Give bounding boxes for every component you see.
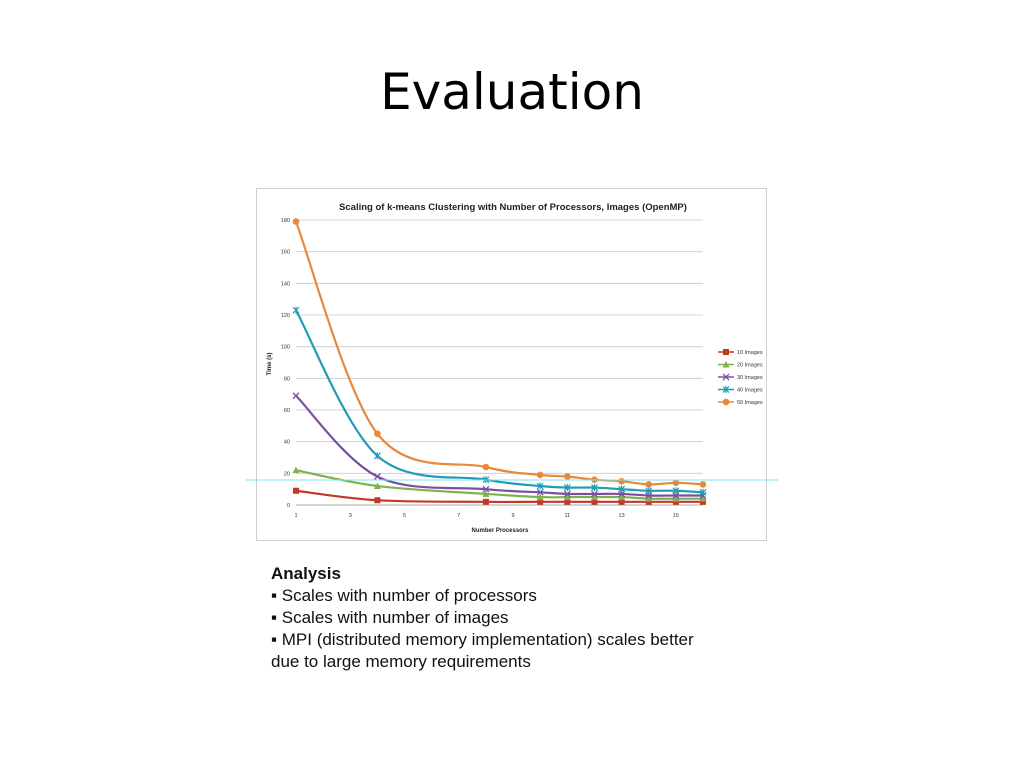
data-point — [591, 484, 598, 492]
x-tick-label: 1 — [294, 513, 297, 519]
series-line — [295, 489, 703, 504]
data-point — [672, 495, 680, 502]
y-tick-label: 180 — [281, 218, 290, 224]
series-line — [295, 309, 704, 494]
data-point — [537, 498, 544, 505]
data-point — [482, 485, 490, 493]
x-tick-label: 7 — [457, 513, 460, 519]
analysis-heading: Analysis — [271, 564, 341, 583]
data-point — [700, 498, 706, 505]
data-point — [722, 398, 730, 406]
y-axis-label: Time (s) — [267, 353, 273, 376]
data-point — [645, 498, 652, 505]
y-tick-label: 100 — [281, 345, 290, 351]
data-point — [292, 218, 300, 225]
chart-title: Scaling of k-means Clustering with Numbe… — [339, 202, 687, 213]
data-point — [373, 482, 381, 489]
analysis-line: ▪ Scales with number of images — [271, 608, 509, 627]
data-point — [645, 495, 653, 502]
data-point — [699, 481, 707, 488]
y-tick-label: 160 — [281, 250, 290, 256]
x-tick-label: 3 — [349, 513, 352, 519]
data-point — [563, 493, 571, 501]
data-point — [374, 430, 381, 438]
y-tick-label: 40 — [284, 440, 290, 446]
x-tick-label: 13 — [619, 513, 625, 519]
analysis-box: Analysis ▪ Scales with number of process… — [271, 563, 791, 673]
data-point — [591, 498, 598, 505]
legend-label: 20 Images — [737, 363, 763, 369]
data-point — [293, 487, 299, 494]
data-point — [536, 471, 544, 479]
slide-title: Evaluation — [380, 63, 644, 121]
data-point — [699, 495, 707, 502]
data-point — [618, 477, 625, 485]
data-point — [645, 481, 653, 488]
data-point — [536, 482, 544, 490]
data-point — [591, 490, 598, 498]
legend: 10 Images 20 Images 30 Images 40 Images 50 I… — [718, 349, 763, 406]
chart-frame: Scaling of k-means Clustering with Numbe… — [256, 188, 767, 541]
data-point — [590, 493, 598, 501]
data-point — [564, 473, 571, 480]
chart: Scaling of k-means Clustering with Numbe… — [267, 202, 763, 534]
data-point — [373, 452, 381, 460]
y-tick-label: 0 — [287, 503, 290, 509]
legend-label: 50 Images — [737, 400, 763, 406]
y-tick-label: 120 — [281, 313, 290, 319]
data-point — [723, 349, 729, 355]
y-tick-label: 20 — [284, 471, 290, 477]
x-axis-label: Number Processors — [471, 528, 529, 534]
series-lines — [292, 218, 707, 505]
data-point — [564, 498, 571, 505]
x-tick-label: 11 — [564, 513, 570, 519]
data-point — [722, 386, 730, 393]
data-point — [482, 498, 489, 505]
data-point — [672, 498, 679, 505]
data-point — [618, 498, 625, 505]
data-point — [618, 485, 626, 493]
data-point — [292, 306, 300, 314]
data-point — [722, 373, 730, 381]
data-point — [536, 493, 544, 501]
data-point — [374, 497, 381, 504]
analysis-line: ▪ MPI (distributed memory implementation… — [271, 630, 694, 649]
x-tick-label: 15 — [673, 513, 679, 519]
series-line — [295, 469, 703, 500]
legend-label: 10 Images — [737, 350, 763, 356]
data-point — [373, 473, 381, 480]
data-point — [292, 392, 300, 400]
data-point — [292, 466, 300, 474]
data-point — [672, 487, 680, 495]
data-point — [536, 488, 544, 496]
data-point — [672, 479, 680, 487]
analysis-line: due to large memory requirements — [271, 652, 531, 671]
data-point — [618, 493, 626, 501]
legend-label: 30 Images — [737, 375, 763, 381]
series-line — [294, 221, 704, 486]
data-point — [563, 484, 571, 492]
legend-label: 40 Images — [737, 388, 763, 394]
y-tick-label: 80 — [284, 376, 290, 382]
x-tick-label: 5 — [403, 513, 406, 519]
y-tick-label: 60 — [284, 408, 290, 414]
data-point — [699, 488, 707, 496]
data-point — [645, 487, 653, 495]
x-tick-label: 9 — [512, 513, 515, 519]
analysis-line: ▪ Scales with number of processors — [271, 586, 537, 605]
series-line — [295, 394, 703, 497]
data-point — [482, 463, 490, 471]
data-point — [563, 490, 571, 498]
data-point — [591, 476, 598, 483]
data-point — [482, 490, 490, 497]
y-tick-label: 140 — [281, 281, 290, 287]
data-point — [722, 361, 730, 368]
